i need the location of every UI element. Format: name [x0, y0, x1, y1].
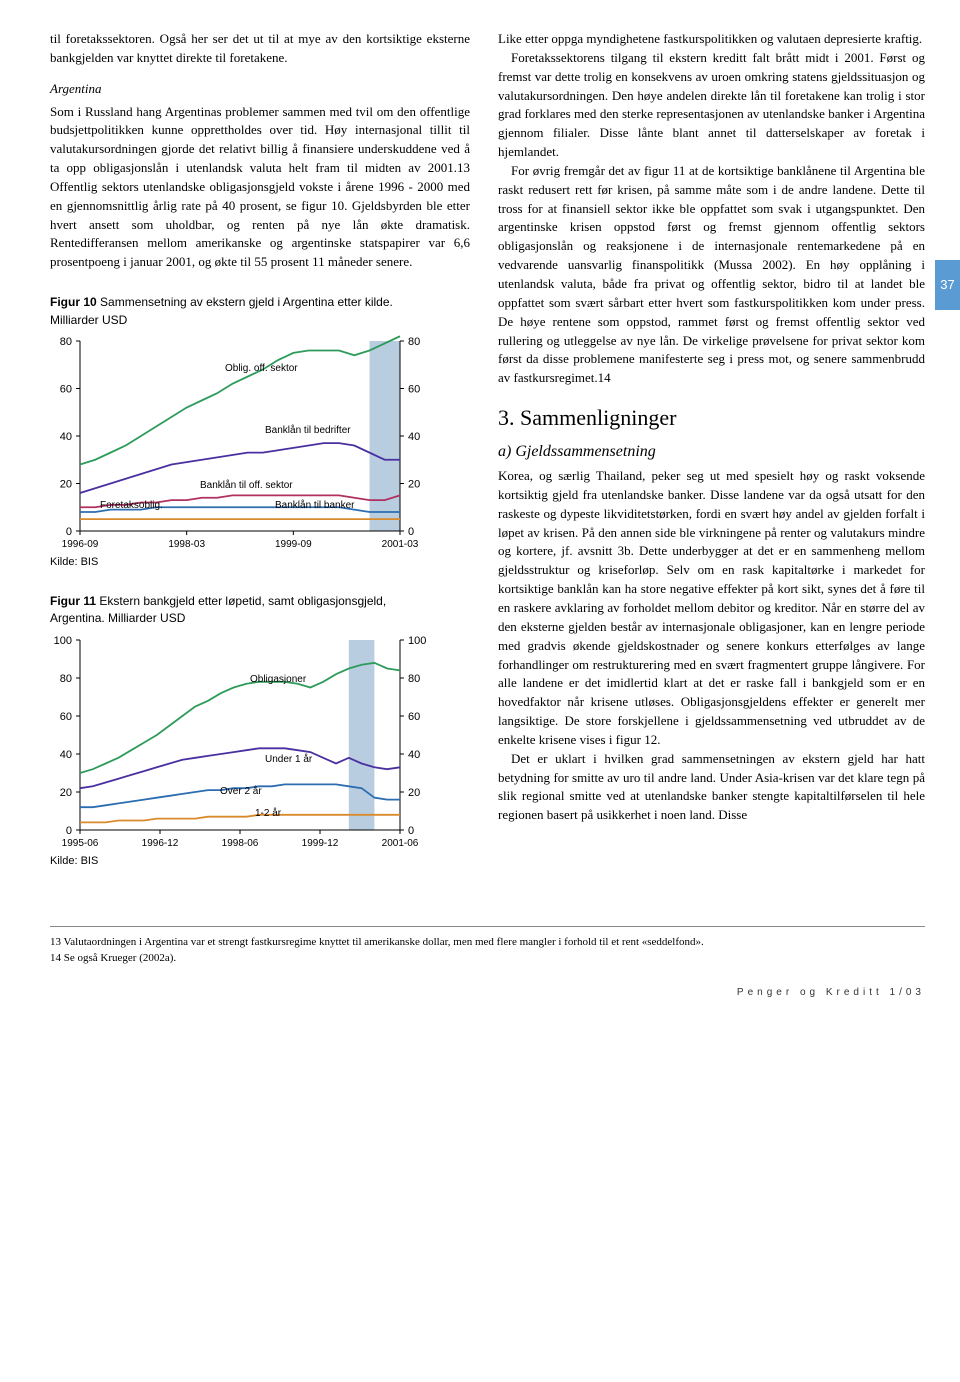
para-right-3: For øvrig fremgår det av figur 11 at de … — [498, 162, 925, 388]
svg-text:40: 40 — [60, 749, 72, 761]
svg-text:1998-06: 1998-06 — [222, 838, 259, 849]
svg-text:2001-06: 2001-06 — [382, 838, 419, 849]
figure-11-source: Kilde: BIS — [50, 854, 430, 870]
svg-text:Banklån til bedrifter: Banklån til bedrifter — [265, 424, 351, 436]
svg-text:80: 80 — [408, 336, 420, 348]
svg-text:Oblig. off. sektor: Oblig. off. sektor — [225, 363, 298, 374]
svg-text:60: 60 — [60, 711, 72, 723]
svg-text:1999-12: 1999-12 — [302, 838, 339, 849]
figure-11-chart: 0 0 20 20 40 40 60 60 80 80 100 100 1995-06 1996-12 19… — [50, 632, 430, 852]
footnotes: 13 Valutaordningen i Argentina var et st… — [50, 926, 925, 967]
footnote-14: 14 Se også Krueger (2002a). — [50, 951, 925, 967]
svg-text:0: 0 — [408, 526, 414, 538]
two-column-layout: til foretakssektoren. Også her ser det u… — [50, 30, 925, 886]
svg-text:1998-03: 1998-03 — [168, 539, 205, 550]
subsection-a-heading: a) Gjeldssammensetning — [498, 440, 925, 463]
para-right-5: Det er uklart i hvilken grad sammensetni… — [498, 750, 925, 825]
svg-text:80: 80 — [60, 673, 72, 685]
section-3-heading: 3. Sammenligninger — [498, 402, 925, 434]
svg-text:1995-06: 1995-06 — [62, 838, 99, 849]
heading-argentina: Argentina — [50, 80, 470, 99]
svg-text:Banklån til off. sektor: Banklån til off. sektor — [200, 479, 293, 491]
figure-11: Figur 11 Ekstern bankgjeld etter løpetid… — [50, 593, 430, 870]
svg-text:40: 40 — [60, 431, 72, 443]
svg-text:2001-03: 2001-03 — [382, 539, 419, 550]
svg-text:1999-09: 1999-09 — [275, 539, 312, 550]
figure-10: Figur 10 Sammensetning av ekstern gjeld … — [50, 294, 430, 571]
footer-journal: Penger og Kreditt 1/03 — [50, 986, 925, 1001]
svg-text:60: 60 — [408, 383, 420, 395]
para-right-2: Foretakssektorens tilgang til ekstern kr… — [498, 49, 925, 162]
svg-text:0: 0 — [408, 825, 414, 837]
figure-11-title: Figur 11 Ekstern bankgjeld etter løpetid… — [50, 593, 430, 628]
svg-text:100: 100 — [408, 635, 426, 647]
svg-text:1996-09: 1996-09 — [62, 539, 99, 550]
svg-text:20: 20 — [408, 787, 420, 799]
svg-text:80: 80 — [60, 336, 72, 348]
svg-text:Obligasjoner: Obligasjoner — [250, 674, 307, 685]
svg-text:40: 40 — [408, 749, 420, 761]
svg-text:Foretaksoblig.: Foretaksoblig. — [100, 500, 163, 511]
svg-text:20: 20 — [60, 478, 72, 490]
svg-text:0: 0 — [66, 526, 72, 538]
para-right-4: Korea, og særlig Thailand, peker seg ut … — [498, 467, 925, 750]
para-left-2: Som i Russland hang Argentinas problemer… — [50, 103, 470, 273]
figure-10-title: Figur 10 Sammensetning av ekstern gjeld … — [50, 294, 430, 329]
svg-text:100: 100 — [54, 635, 72, 647]
svg-text:1996-12: 1996-12 — [142, 838, 179, 849]
page-number-tab: 37 — [935, 260, 960, 310]
figure-10-chart: 0 0 20 20 40 40 60 60 80 80 1996-09 1998-03 1999-09 2… — [50, 333, 430, 553]
svg-text:1-2 år: 1-2 år — [255, 807, 282, 819]
right-column: Like etter oppga myndighetene fastkurspo… — [498, 30, 925, 886]
svg-text:20: 20 — [60, 787, 72, 799]
footnote-13: 13 Valutaordningen i Argentina var et st… — [50, 935, 925, 951]
svg-text:20: 20 — [408, 478, 420, 490]
svg-text:Over 2 år: Over 2 år — [220, 785, 262, 797]
svg-text:Banklån til banker: Banklån til banker — [275, 499, 355, 511]
svg-text:0: 0 — [66, 825, 72, 837]
figure-10-source: Kilde: BIS — [50, 555, 430, 571]
svg-text:60: 60 — [60, 383, 72, 395]
svg-text:60: 60 — [408, 711, 420, 723]
para-right-1: Like etter oppga myndighetene fastkurspo… — [498, 30, 925, 49]
svg-text:Under 1 år: Under 1 år — [265, 753, 313, 765]
left-column: til foretakssektoren. Også her ser det u… — [50, 30, 470, 886]
svg-text:40: 40 — [408, 431, 420, 443]
svg-text:80: 80 — [408, 673, 420, 685]
para-left-1: til foretakssektoren. Også her ser det u… — [50, 30, 470, 68]
